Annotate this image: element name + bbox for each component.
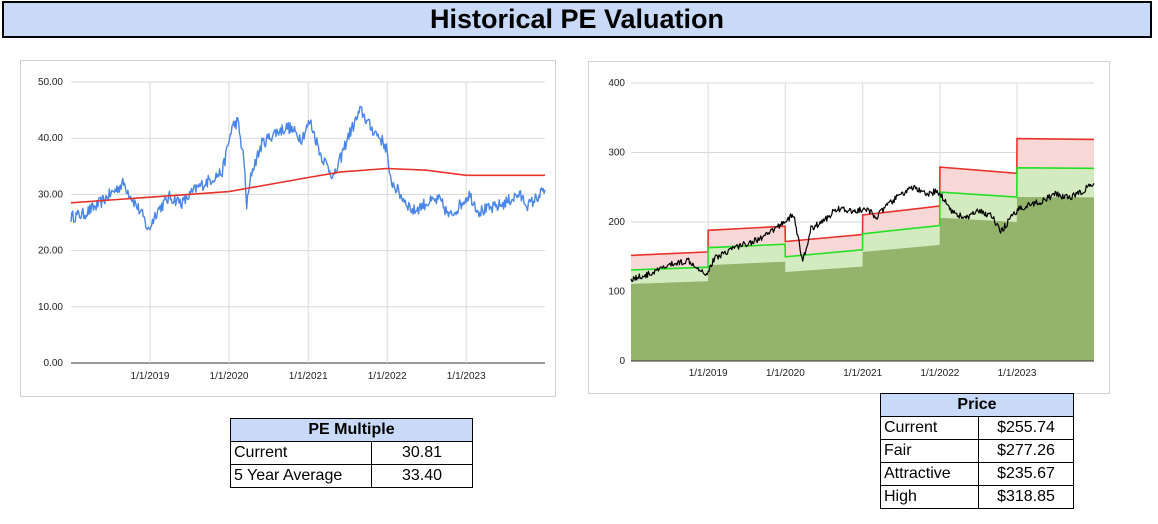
price-chart-y-tick-label: 400 <box>608 78 625 89</box>
pe-chart-x-tick-label: 1/1/2022 <box>368 371 407 382</box>
price-high-value: $318.85 <box>978 485 1074 509</box>
price-chart-x-tick-label: 1/1/2020 <box>766 368 805 379</box>
attractive-band-area <box>631 197 1094 361</box>
price-chart-y-tick-label: 300 <box>608 148 625 159</box>
pe-chart-x-tick-label: 1/1/2019 <box>131 371 170 382</box>
page-title-banner: Historical PE Valuation <box>2 1 1152 38</box>
pe-chart-svg: 0.00 10.00 20.00 30.00 40.00 50.00 1/1/2019 1/1… <box>38 77 546 382</box>
table-row: Current $255.74 <box>880 416 1074 440</box>
pe-chart-y-tick-label: 10.00 <box>38 302 63 313</box>
fair-value-line <box>630 166 1095 271</box>
table-row: Current 30.81 <box>230 441 473 465</box>
price-header: Price <box>880 393 1074 417</box>
fair-band-area <box>631 167 1094 284</box>
price-chart-x-tick-label: 1/1/2023 <box>998 368 1037 379</box>
pe-multiple-table: PE Multiple Current 30.81 5 Year Average… <box>230 418 473 488</box>
price-chart-y-tick-label: 200 <box>608 217 625 228</box>
pe-chart-y-tick-label: 30.00 <box>38 189 63 200</box>
pe-chart-x-tick-label: 1/1/2023 <box>447 371 486 382</box>
price-chart-y-tick-label: 100 <box>608 287 625 298</box>
pe-chart: 0.00 10.00 20.00 30.00 40.00 50.00 1/1/2019 1/1… <box>20 60 556 397</box>
table-row: High $318.85 <box>880 485 1074 509</box>
pe-series-line <box>70 105 546 231</box>
price-high-label: High <box>880 485 979 509</box>
price-table: Price Current $255.74 Fair $277.26 Attra… <box>880 393 1074 509</box>
pe-average-label: 5 Year Average <box>230 464 372 488</box>
pe-current-label: Current <box>230 441 372 465</box>
table-row: 5 Year Average 33.40 <box>230 464 473 488</box>
price-series-line <box>630 183 1095 282</box>
pe-multiple-header: PE Multiple <box>230 418 473 442</box>
price-fair-label: Fair <box>880 439 979 463</box>
pe-chart-y-tick-label: 50.00 <box>38 77 63 88</box>
price-chart-x-tick-label: 1/1/2022 <box>920 368 959 379</box>
pe-chart-y-tick-label: 0.00 <box>44 358 64 369</box>
price-attractive-label: Attractive <box>880 462 979 486</box>
price-fair-value: $277.26 <box>978 439 1074 463</box>
pe-chart-y-tick-label: 40.00 <box>38 133 63 144</box>
price-chart-x-tick-label: 1/1/2019 <box>689 368 728 379</box>
table-row: Fair $277.26 <box>880 439 1074 463</box>
pe-chart-x-tick-label: 1/1/2021 <box>289 371 328 382</box>
pe-chart-x-tick-label: 1/1/2020 <box>210 371 249 382</box>
price-chart: 0 100 200 300 400 1/1/2019 1/1/2020 1/1/2021 1/1… <box>588 61 1110 394</box>
high-band-area <box>631 138 1094 270</box>
pe-chart-y-tick-label: 20.00 <box>38 246 63 257</box>
pe-average-value: 33.40 <box>371 464 473 488</box>
pe-current-value: 30.81 <box>371 441 473 465</box>
price-chart-x-tick-label: 1/1/2021 <box>843 368 882 379</box>
table-row: Attractive $235.67 <box>880 462 1074 486</box>
price-chart-svg: 0 100 200 300 400 1/1/2019 1/1/2020 1/1/2021 1/1… <box>608 78 1095 379</box>
page-title: Historical PE Valuation <box>429 4 725 34</box>
price-chart-y-tick-label: 0 <box>619 356 625 367</box>
price-attractive-value: $235.67 <box>978 462 1074 486</box>
price-current-label: Current <box>880 416 979 440</box>
price-current-value: $255.74 <box>978 416 1074 440</box>
pe-average-line <box>70 167 545 204</box>
